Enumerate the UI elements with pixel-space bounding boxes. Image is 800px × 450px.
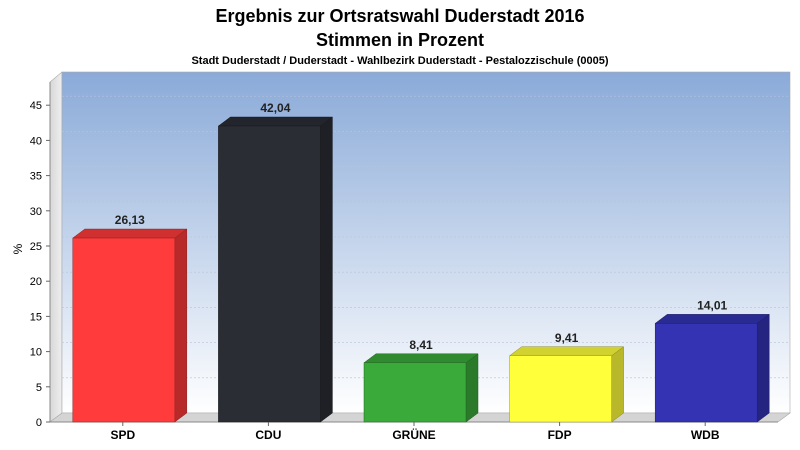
bar-side — [465, 353, 479, 423]
bar-side — [756, 313, 770, 423]
y-axis-label: % — [11, 243, 25, 254]
y-tick-label: 25 — [30, 241, 42, 253]
bar — [72, 237, 176, 423]
bar-group — [654, 313, 770, 423]
bar — [363, 362, 467, 423]
data-label: 14,01 — [697, 298, 727, 312]
chart-title-line2: Stimmen in Prozent — [316, 30, 484, 50]
y-tick-label: 40 — [30, 135, 42, 147]
y-tick-label: 5 — [36, 382, 42, 394]
bar — [218, 125, 321, 423]
y-tick-label: 15 — [30, 311, 42, 323]
y-tick-label: 30 — [30, 206, 42, 218]
y-tick-label: 35 — [30, 171, 42, 183]
bar-top — [654, 314, 770, 324]
bar-side — [320, 116, 333, 423]
bar-top — [72, 228, 188, 239]
x-tick-label: FDP — [548, 428, 572, 442]
bar-top — [217, 116, 334, 127]
chart-title: Ergebnis zur Ortsratswahl Duderstadt 201… — [215, 6, 584, 26]
y-tick-label: 45 — [30, 100, 42, 112]
x-tick-label: GRÜNE — [392, 427, 435, 442]
x-tick-label: SPD — [110, 428, 135, 442]
bar-group — [508, 346, 625, 423]
bar — [509, 355, 612, 423]
x-tick-label: CDU — [255, 428, 281, 442]
y-tick-label: 10 — [30, 347, 42, 359]
bar-group — [363, 353, 479, 423]
data-label: 26,13 — [115, 213, 145, 227]
chart-subtitle: Stadt Duderstadt / Duderstadt - Wahlbezi… — [191, 55, 608, 67]
bar-side — [174, 228, 188, 423]
data-label: 9,41 — [555, 331, 579, 345]
bar-top — [508, 346, 625, 357]
bar — [654, 323, 758, 423]
data-label: 42,04 — [260, 101, 290, 115]
bar-top — [363, 353, 479, 364]
bar-group — [72, 228, 188, 423]
y-tick-label: 0 — [36, 417, 42, 429]
x-tick-label: WDB — [691, 428, 720, 442]
y-tick-label: 20 — [30, 276, 42, 288]
bar-side — [611, 346, 624, 423]
bar-group — [217, 116, 334, 423]
plot-side-wall — [49, 71, 63, 423]
data-label: 8,41 — [409, 338, 433, 352]
